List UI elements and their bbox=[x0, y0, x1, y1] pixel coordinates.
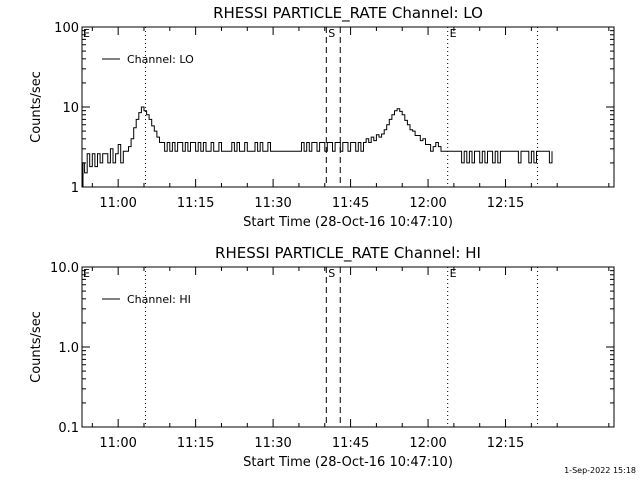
x-tick-label: 12:00 bbox=[409, 436, 446, 451]
plot-frame bbox=[81, 266, 615, 428]
y-axis-label: Counts/sec bbox=[29, 311, 44, 383]
x-axis-label: Start Time (28-Oct-16 10:47:10) bbox=[243, 215, 453, 230]
chart-title: RHESSI PARTICLE_RATE Channel: HI bbox=[215, 244, 481, 263]
y-tick-label: 100 bbox=[54, 21, 79, 36]
x-tick-label: 11:15 bbox=[177, 436, 214, 451]
event-marker-label: E bbox=[450, 267, 457, 280]
legend-label: Channel: HI bbox=[127, 293, 191, 306]
chart-panel-2: RHESSI PARTICLE_RATE Channel: HI 11:00 11:… bbox=[29, 244, 615, 470]
y-tick-label: 1 bbox=[71, 181, 79, 196]
y-tick-label: 1.0 bbox=[58, 341, 79, 356]
chart-title: RHESSI PARTICLE_RATE Channel: LO bbox=[213, 4, 483, 23]
event-marker-label: S bbox=[328, 267, 335, 280]
footer-timestamp: 1-Sep-2022 15:18 bbox=[564, 466, 636, 475]
x-tick-label: 11:30 bbox=[254, 196, 291, 211]
x-tick-label: 11:45 bbox=[332, 436, 369, 451]
event-marker-label: E bbox=[450, 27, 457, 40]
event-marker-label: S bbox=[328, 27, 335, 40]
y-tick-label: 10.0 bbox=[50, 261, 79, 276]
y-tick-label: 10 bbox=[62, 101, 79, 116]
x-tick-label: 11:15 bbox=[177, 196, 214, 211]
legend-label: Channel: LO bbox=[127, 53, 194, 66]
x-tick-label: 11:00 bbox=[99, 436, 136, 451]
y-axis-label: Counts/sec bbox=[29, 71, 44, 143]
x-tick-label: 11:00 bbox=[99, 196, 136, 211]
y-tick-label: 0.1 bbox=[58, 421, 79, 436]
x-tick-label: 12:15 bbox=[487, 196, 524, 211]
event-marker-label: E bbox=[83, 267, 90, 280]
event-marker-label: E bbox=[83, 27, 90, 40]
series-line bbox=[82, 106, 553, 188]
x-axis-label: Start Time (28-Oct-16 10:47:10) bbox=[243, 455, 453, 470]
x-tick-label: 12:15 bbox=[487, 436, 524, 451]
x-tick-label: 11:45 bbox=[332, 196, 369, 211]
x-tick-label: 12:00 bbox=[409, 196, 446, 211]
chart-panel-1: RHESSI PARTICLE_RATE Channel: LO 11:00 11:… bbox=[29, 4, 615, 230]
x-tick-label: 11:30 bbox=[254, 436, 291, 451]
